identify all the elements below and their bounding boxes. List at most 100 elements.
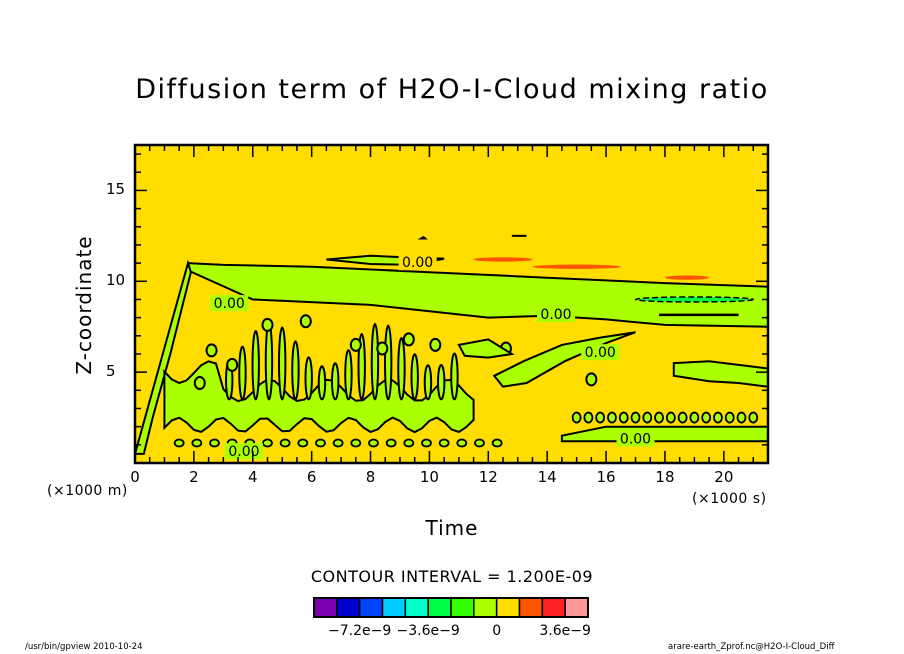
contour-loop xyxy=(402,332,415,347)
colorbar-swatch xyxy=(564,597,589,618)
surface-loop xyxy=(279,438,291,448)
footer-source: arare-earth_Zprof.nc@H2O-I-Cloud_Diff xyxy=(668,642,835,652)
ripple-loop xyxy=(583,411,594,424)
patch-region xyxy=(457,338,515,359)
x-tick-label: 14 xyxy=(537,468,557,486)
contour-loop xyxy=(349,337,362,352)
surface-loop xyxy=(438,438,450,448)
contour-dot xyxy=(417,235,428,240)
surface-loop xyxy=(350,438,362,448)
convective-streak xyxy=(304,356,313,401)
y-axis-label: Z-coordinate xyxy=(72,235,96,375)
colorbar-tick-label: 3.6e−9 xyxy=(539,623,591,639)
convective-streak xyxy=(317,365,327,401)
colorbar-swatch xyxy=(450,597,475,618)
colorbar-tick-label: −7.2e−9 xyxy=(328,623,392,639)
ripple-loop xyxy=(595,411,606,424)
y-tick-label: 15 xyxy=(106,180,126,199)
x-tick-label: 18 xyxy=(655,468,675,486)
convective-streak xyxy=(370,322,380,401)
x-unit-label: (×1000 s) xyxy=(692,491,767,507)
convective-streak xyxy=(450,352,459,401)
ripple-loop xyxy=(607,411,617,424)
positive-patch xyxy=(532,264,621,269)
contour-label-bg xyxy=(581,344,620,361)
surface-loop xyxy=(315,438,326,448)
strong-negative-streak xyxy=(634,296,755,303)
colorbar-swatch xyxy=(381,597,407,618)
contour-label-bg xyxy=(537,305,576,322)
colorbar-tick-label: −3.6e−9 xyxy=(396,623,460,639)
surface-loop xyxy=(191,438,203,448)
chart-title: Diffusion term of H2O-I-Cloud mixing rat… xyxy=(135,74,769,105)
ripple-loop xyxy=(618,411,629,424)
contour-loop xyxy=(205,343,218,358)
x-tick-label: 16 xyxy=(596,468,616,486)
convective-streak xyxy=(251,330,260,401)
colorbar-swatch xyxy=(518,597,544,618)
colorbar-swatch xyxy=(358,597,384,618)
colorbar-swatch xyxy=(427,597,452,618)
surface-loop xyxy=(368,438,379,448)
colorbar-tick-label: 0 xyxy=(492,623,502,639)
convective-streak xyxy=(384,324,393,401)
positive-patch xyxy=(664,275,710,280)
contour-loop xyxy=(193,376,206,391)
surface-loop xyxy=(209,438,220,448)
contour-label-bg xyxy=(616,430,655,447)
colorbar-swatch xyxy=(404,597,429,618)
surface-loop xyxy=(385,438,397,448)
colorbar-frame xyxy=(313,597,589,618)
y-tick-label: 5 xyxy=(106,362,116,381)
footer-program-date: /usr/bin/gpview 2010-10-24 xyxy=(25,642,143,652)
ripple-loop xyxy=(713,411,723,424)
cloud-edge-region xyxy=(133,259,192,455)
convective-streak xyxy=(278,326,287,401)
colorbar-swatch xyxy=(473,597,498,618)
ripple-loop xyxy=(689,411,700,424)
convective-streak xyxy=(410,353,419,401)
surface-loop xyxy=(403,438,415,448)
tongue-region xyxy=(492,331,636,388)
convective-streak xyxy=(264,322,274,401)
positive-patch xyxy=(473,257,533,262)
colorbar-swatch xyxy=(313,597,338,618)
ripple-loop xyxy=(571,411,582,424)
ripple-loop xyxy=(677,411,688,424)
x-tick-label: 6 xyxy=(306,468,317,486)
contour-loop xyxy=(299,314,312,329)
x-tick-label: 10 xyxy=(419,468,439,486)
x-tick-label: 2 xyxy=(189,468,199,486)
ripple-loop xyxy=(736,411,747,424)
convective-streak xyxy=(291,340,300,401)
contour-loop xyxy=(261,317,274,332)
plot-frame xyxy=(133,143,770,465)
convective-streak xyxy=(397,336,406,401)
ripple-loop xyxy=(724,411,735,424)
surface-loop xyxy=(332,438,344,448)
contour-loop xyxy=(429,337,442,352)
contour-label: 0.00 xyxy=(540,307,571,323)
contour-interval-label: CONTOUR INTERVAL = 1.200E-09 xyxy=(310,567,594,586)
x-axis-label: Time xyxy=(425,516,479,540)
contour-regions: 0.00 0.00 0.00 0.00 0.00 0.00 xyxy=(133,234,769,460)
cloud-band-region xyxy=(187,262,769,328)
ripple-loop xyxy=(630,411,641,424)
surface-loop xyxy=(262,438,273,448)
surface-loop xyxy=(421,438,432,448)
colorbar-swatch xyxy=(336,597,361,618)
contour-label-bg xyxy=(398,254,437,271)
y-tick-label: 10 xyxy=(106,271,126,290)
convective-streak xyxy=(423,364,433,401)
convective-streak xyxy=(357,332,366,401)
surface-loop xyxy=(297,438,309,448)
surface-loop xyxy=(173,438,185,448)
ripple-loop xyxy=(654,411,664,424)
ripple-loop xyxy=(748,411,759,424)
ripple-loop xyxy=(665,411,676,424)
low-level-band xyxy=(560,425,769,443)
x-tick-label: 0 xyxy=(130,468,140,486)
colorbar xyxy=(313,597,589,618)
convective-streak xyxy=(436,363,446,401)
